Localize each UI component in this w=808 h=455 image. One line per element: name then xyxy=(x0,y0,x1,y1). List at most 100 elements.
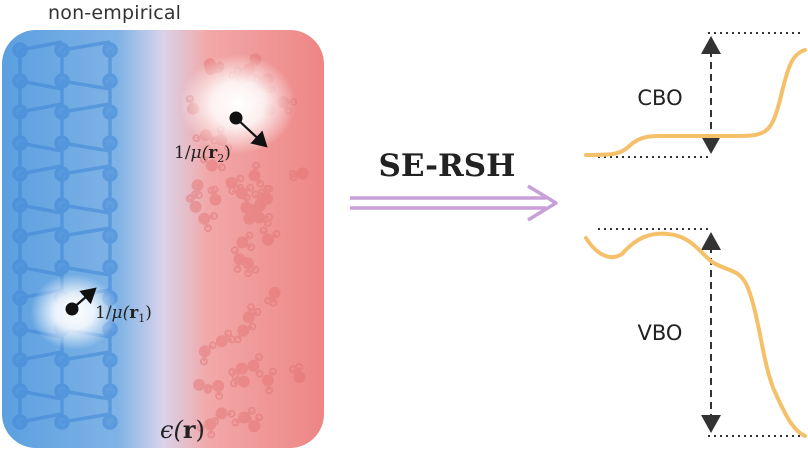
molecule-bond xyxy=(209,424,213,435)
molecule-hydrogen xyxy=(289,365,297,374)
molecule-bond xyxy=(241,234,251,244)
molecule-hydrogen xyxy=(211,417,220,426)
lattice-bond xyxy=(19,412,63,424)
molecule-hydrogen xyxy=(207,430,216,439)
arrow-r1 xyxy=(71,287,97,310)
molecule-hydrogen xyxy=(255,213,264,222)
molecule-hydrogen xyxy=(247,243,256,252)
molecule-oxygen xyxy=(198,345,211,358)
molecule-hydrogen xyxy=(210,185,219,194)
molecule-oxygen xyxy=(246,204,259,217)
lattice-bond xyxy=(61,350,111,362)
molecule-bond xyxy=(266,380,271,391)
molecule-hydrogen xyxy=(185,194,194,203)
molecule-bond xyxy=(251,203,261,212)
molecule-bond xyxy=(203,218,209,229)
molecule-bond xyxy=(248,211,258,220)
molecule-oxygen xyxy=(237,375,250,388)
molecule-hydrogen xyxy=(263,184,271,193)
lattice-bond xyxy=(19,79,63,91)
molecule-oxygen xyxy=(248,169,261,182)
molecule-hydrogen xyxy=(190,190,199,199)
molecule-bond xyxy=(256,205,261,217)
molecule-hydrogen xyxy=(217,163,226,172)
arrow-r2 xyxy=(235,117,268,148)
molecule-oxygen xyxy=(212,380,225,392)
molecule-bond xyxy=(262,230,269,241)
molecule-hydrogen xyxy=(230,379,238,388)
molecule-hydrogen xyxy=(253,211,262,220)
cbo-label: CBO xyxy=(637,86,682,110)
molecule-hydrogen xyxy=(252,161,260,170)
molecule-oxygen xyxy=(248,420,261,433)
molecule-oxygen xyxy=(198,212,211,225)
molecule-hydrogen xyxy=(259,226,268,235)
label-epsilon-r: ϵ(r) xyxy=(160,415,205,444)
molecule-bond xyxy=(208,385,219,389)
molecule-hydrogen xyxy=(204,383,213,392)
transform-arrow xyxy=(350,184,558,222)
molecule-oxygen xyxy=(268,286,281,299)
molecule-bond xyxy=(267,371,274,381)
molecule-hydrogen xyxy=(255,413,264,422)
molecule-oxygen xyxy=(243,212,256,225)
molecule-hydrogen xyxy=(245,231,254,240)
molecule-bond xyxy=(237,330,245,340)
molecule-bond xyxy=(253,174,262,185)
method-label: SE-RSH xyxy=(379,148,516,184)
lattice-bond xyxy=(61,203,111,215)
molecule-bond xyxy=(188,198,197,208)
molecule-bond xyxy=(213,189,217,200)
molecule-bond xyxy=(241,186,251,195)
molecule-bond xyxy=(200,423,211,429)
molecule-oxygen xyxy=(247,359,260,372)
molecule-bond xyxy=(266,188,270,199)
molecule-hydrogen xyxy=(257,192,266,201)
molecule-oxygen xyxy=(238,411,251,424)
molecule-bond xyxy=(231,177,241,184)
conduction-band-curve xyxy=(584,48,807,157)
molecule-bond xyxy=(252,365,261,375)
molecule-oxygen xyxy=(191,179,204,192)
molecule-hydrogen xyxy=(257,188,266,197)
molecule-hydrogen xyxy=(272,230,281,238)
molecule-oxygen xyxy=(241,257,254,270)
molecule-hydrogen xyxy=(187,193,196,202)
molecule-oxygen xyxy=(235,187,248,200)
label-mu-r2: 1/μ(r2) xyxy=(174,143,231,165)
molecule-bond xyxy=(254,193,263,204)
molecule-bond xyxy=(221,338,232,343)
molecule-bond xyxy=(248,311,258,318)
molecule-hydrogen xyxy=(288,169,297,178)
molecule-bond xyxy=(231,182,241,189)
molecule-bond xyxy=(243,410,253,419)
molecule-hydrogen xyxy=(230,246,239,255)
molecule-hydrogen xyxy=(252,204,261,213)
molecule-hydrogen xyxy=(255,369,264,378)
molecule-oxygen xyxy=(262,233,275,246)
molecule-hydrogen xyxy=(204,385,213,393)
molecule-bond xyxy=(236,258,241,270)
lattice-bond xyxy=(61,226,111,238)
molecule-oxygen xyxy=(206,159,218,172)
molecule-bond xyxy=(190,197,197,208)
molecule-oxygen xyxy=(242,311,255,324)
label-mu-r1: 1/μ(r1) xyxy=(95,303,152,325)
molecule-oxygen xyxy=(253,211,266,224)
molecule-bond xyxy=(267,292,276,302)
vbo-label: VBO xyxy=(638,321,683,345)
molecule-bond xyxy=(214,412,223,422)
molecule-bond xyxy=(198,383,209,390)
molecule-oxygen xyxy=(261,374,274,387)
molecule-bond xyxy=(247,262,257,271)
molecule-hydrogen xyxy=(256,200,265,209)
molecule-bond xyxy=(231,367,243,373)
molecule-hydrogen xyxy=(242,193,251,202)
lattice-bond xyxy=(19,389,63,401)
molecule-oxygen xyxy=(215,335,228,348)
molecule-hydrogen xyxy=(246,183,255,192)
molecule-hydrogen xyxy=(207,186,216,195)
lattice-bond xyxy=(61,40,111,52)
molecule-hydrogen xyxy=(269,298,278,307)
